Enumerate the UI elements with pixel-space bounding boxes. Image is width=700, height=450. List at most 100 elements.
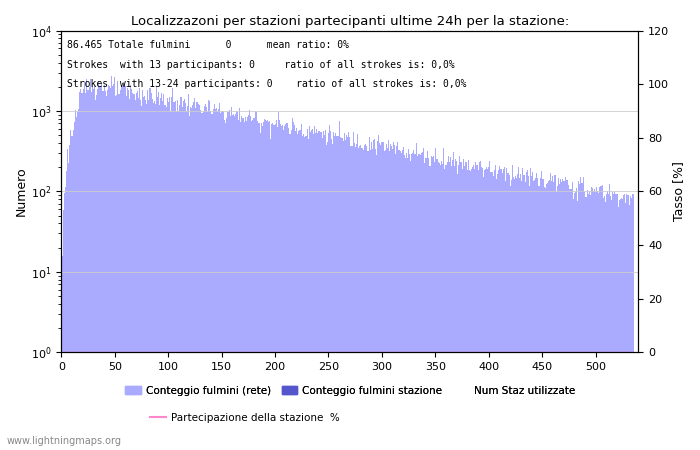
Bar [83,89,84,352]
Bar [163,94,164,352]
Bar [267,121,268,352]
Bar [542,179,544,352]
Bar [351,146,353,352]
Bar [370,150,371,352]
Bar [303,134,304,352]
Bar [332,144,333,352]
Bar [272,123,274,352]
Bar [441,161,442,352]
Bar [209,101,211,352]
Bar [190,107,191,352]
Bar [335,133,337,352]
Bar [214,104,215,352]
Bar [359,145,360,352]
Bar [402,147,404,352]
Bar [506,168,507,352]
Bar [565,177,566,352]
Bar [418,154,419,352]
Bar [556,192,557,352]
Bar [622,199,623,352]
Bar [161,93,162,352]
Bar [236,111,237,352]
Bar [620,199,621,352]
Title: Localizzazoni per stazioni partecipanti ultime 24h per la stazione:: Localizzazoni per stazioni partecipanti … [131,15,569,28]
Bar [378,135,379,352]
Bar [591,187,592,352]
Bar [78,109,79,352]
Bar [544,187,545,352]
Bar [169,97,170,352]
Bar [81,93,82,352]
Bar [98,81,99,352]
Bar [211,114,213,352]
Bar [384,150,386,352]
Bar [346,135,347,352]
Bar [587,194,589,352]
Bar [325,130,326,352]
Bar [437,158,438,352]
Bar [62,256,63,352]
Bar [94,86,95,352]
Bar [500,169,501,352]
Bar [558,178,559,352]
Bar [428,158,430,352]
Bar [364,144,365,352]
Bar [337,136,339,352]
Bar [603,195,605,352]
Bar [222,111,223,352]
Bar [204,107,205,352]
Bar [522,168,524,352]
Bar [512,165,513,352]
Bar [365,144,366,352]
Bar [461,169,463,352]
Bar [583,177,584,352]
Bar [353,132,354,352]
Bar [274,124,276,352]
Text: 86.465 Totale fulmini      0      mean ratio: 0%: 86.465 Totale fulmini 0 mean ratio: 0% [67,40,349,50]
Bar [176,112,177,352]
Bar [328,133,329,352]
Bar [354,143,355,352]
Bar [79,92,80,352]
Bar [621,198,622,352]
Bar [96,94,97,352]
Bar [326,145,327,352]
Bar [376,155,377,352]
Bar [299,130,300,352]
Bar [548,180,549,352]
Bar [329,125,330,352]
Bar [89,87,90,352]
Bar [447,156,449,352]
Bar [582,183,583,352]
Bar [430,156,432,352]
Bar [356,144,357,352]
Bar [610,196,611,352]
Bar [568,185,569,352]
Bar [191,108,193,352]
Bar [251,122,252,352]
Bar [526,170,528,352]
Bar [199,110,201,352]
Bar [519,178,520,352]
Bar [366,146,368,352]
Bar [436,159,437,352]
Bar [268,122,270,352]
Bar [126,96,127,352]
Bar [170,111,171,352]
Bar [505,181,506,352]
Bar [481,167,482,352]
Bar [347,137,348,352]
Bar [501,169,502,352]
Bar [283,130,284,352]
Bar [396,146,398,352]
Bar [463,166,465,352]
Bar [92,85,93,352]
Bar [613,194,615,352]
Bar [285,124,286,352]
Bar [118,94,120,352]
Bar [239,108,240,352]
Bar [592,188,593,352]
Bar [86,79,88,352]
Bar [333,132,335,352]
Bar [112,86,113,352]
